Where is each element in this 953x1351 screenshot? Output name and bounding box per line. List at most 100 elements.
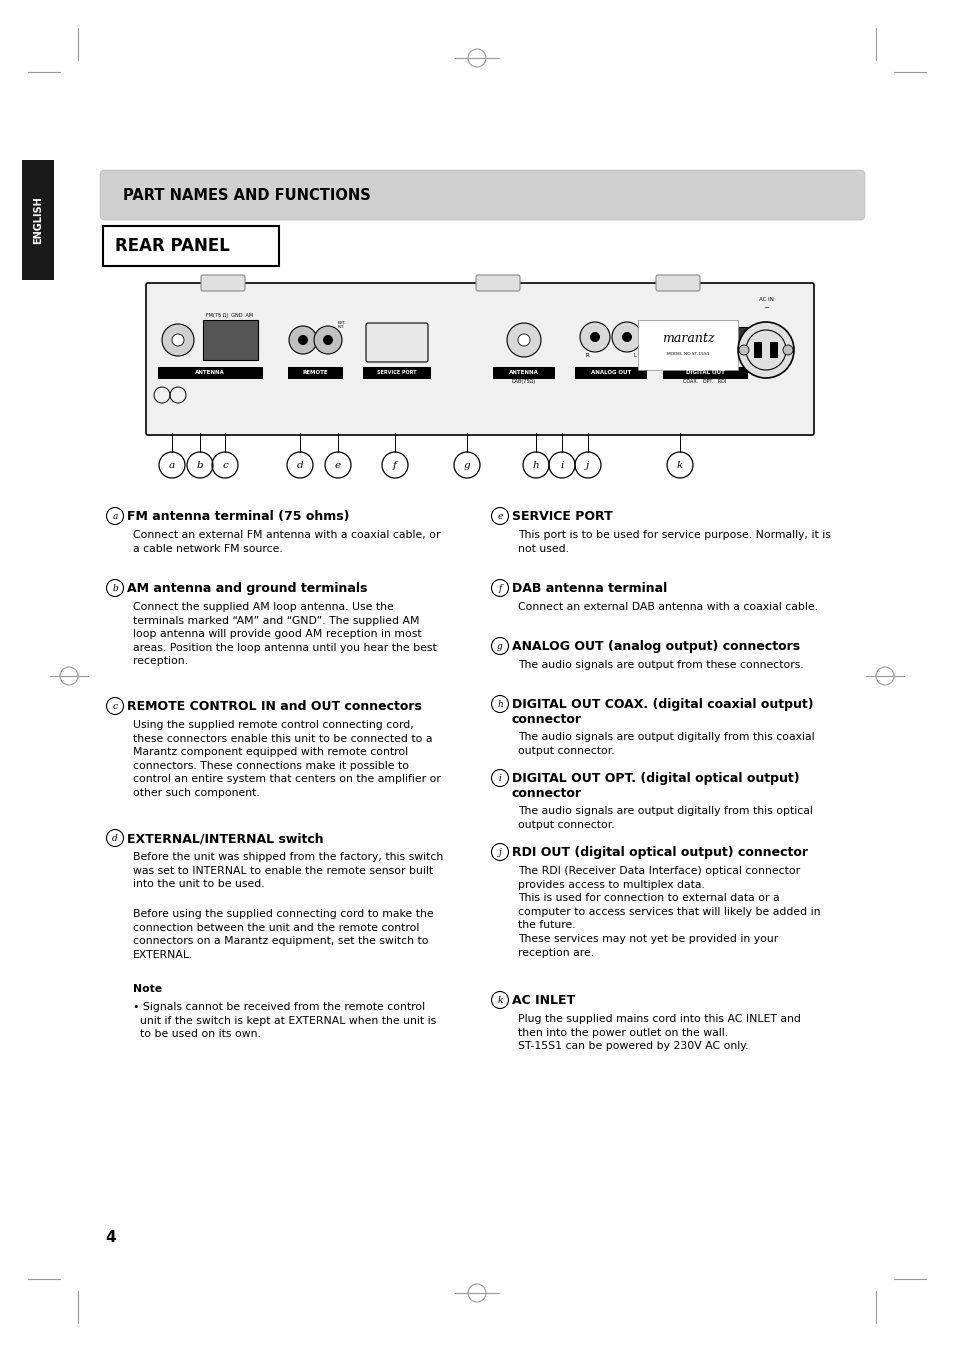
Bar	[769, 342, 778, 358]
Text: c: c	[112, 703, 117, 711]
Text: f: f	[393, 462, 396, 470]
Circle shape	[314, 326, 341, 354]
Text: AC IN: AC IN	[758, 297, 773, 303]
Circle shape	[589, 332, 599, 342]
Text: g: g	[497, 642, 502, 651]
Text: h: h	[532, 462, 538, 470]
Text: The audio signals are output digitally from this coaxial
output connector.: The audio signals are output digitally f…	[517, 732, 814, 755]
FancyBboxPatch shape	[476, 276, 519, 290]
Text: ANALOG OUT: ANALOG OUT	[590, 370, 631, 376]
Text: REAR PANEL: REAR PANEL	[115, 236, 230, 255]
FancyBboxPatch shape	[103, 226, 278, 266]
Text: The audio signals are output digitally from this optical
output connector.: The audio signals are output digitally f…	[517, 807, 812, 830]
Text: PART NAMES AND FUNCTIONS: PART NAMES AND FUNCTIONS	[123, 188, 371, 203]
FancyBboxPatch shape	[146, 282, 813, 435]
Circle shape	[517, 334, 530, 346]
Text: i: i	[498, 774, 501, 784]
Text: REMOTE CONTROL IN and OUT connectors: REMOTE CONTROL IN and OUT connectors	[127, 700, 421, 713]
Circle shape	[782, 345, 792, 355]
Circle shape	[172, 334, 184, 346]
Text: c: c	[222, 462, 228, 470]
Text: Connect an external FM antenna with a coaxial cable, or
a cable network FM sourc: Connect an external FM antenna with a co…	[132, 530, 440, 554]
Text: DIGITAL OUT: DIGITAL OUT	[685, 370, 723, 376]
Text: Note: Note	[132, 984, 162, 994]
Text: marantz: marantz	[661, 331, 714, 345]
Bar	[493, 367, 555, 380]
Bar	[729, 327, 751, 349]
Text: i: i	[559, 462, 563, 470]
Bar	[575, 367, 646, 380]
Circle shape	[162, 324, 193, 357]
Text: COAX.   OPT.   RDI: COAX. OPT. RDI	[682, 380, 726, 384]
FancyBboxPatch shape	[201, 276, 245, 290]
Text: ANALOG OUT (analog output) connectors: ANALOG OUT (analog output) connectors	[512, 640, 800, 653]
Circle shape	[665, 326, 693, 354]
Text: DAB(75Ω): DAB(75Ω)	[512, 380, 536, 384]
Text: R: R	[584, 353, 588, 358]
Text: e: e	[335, 462, 341, 470]
Text: g: g	[463, 462, 470, 470]
Text: MODEL NO.ST-15S1: MODEL NO.ST-15S1	[666, 353, 708, 357]
Circle shape	[612, 322, 641, 353]
Bar	[288, 367, 343, 380]
Bar	[22, 159, 54, 280]
Text: 4: 4	[105, 1229, 115, 1246]
Circle shape	[579, 322, 609, 353]
Text: a: a	[169, 462, 175, 470]
Circle shape	[675, 335, 684, 345]
Circle shape	[323, 335, 333, 345]
Text: The RDI (Receiver Data Interface) optical connector
provides access to multiplex: The RDI (Receiver Data Interface) optica…	[517, 866, 820, 958]
Text: DIGITAL OUT OPT. (digital optical output)
connector: DIGITAL OUT OPT. (digital optical output…	[512, 771, 799, 800]
Text: ENGLISH: ENGLISH	[33, 196, 43, 245]
Text: FM(75 Ω)  GND  AM: FM(75 Ω) GND AM	[206, 313, 253, 317]
Text: b: b	[196, 462, 203, 470]
Text: h: h	[497, 700, 502, 709]
Text: EXTERNAL/INTERNAL switch: EXTERNAL/INTERNAL switch	[127, 832, 323, 844]
Text: SERVICE PORT: SERVICE PORT	[376, 370, 416, 376]
Bar	[158, 367, 263, 380]
Text: k: k	[497, 996, 502, 1005]
Circle shape	[621, 332, 631, 342]
Text: DAB antenna terminal: DAB antenna terminal	[512, 582, 666, 594]
Text: REMOTE: REMOTE	[302, 370, 328, 376]
Text: f: f	[497, 584, 501, 593]
Text: • Signals cannot be received from the remote control
  unit if the switch is kep: • Signals cannot be received from the re…	[132, 1002, 436, 1039]
FancyBboxPatch shape	[100, 170, 864, 220]
Text: d: d	[296, 462, 303, 470]
Circle shape	[289, 326, 316, 354]
Text: Plug the supplied mains cord into this AC INLET and
then into the power outlet o: Plug the supplied mains cord into this A…	[517, 1015, 800, 1051]
Text: AM antenna and ground terminals: AM antenna and ground terminals	[127, 582, 367, 594]
Bar	[363, 367, 431, 380]
Text: DIGITAL OUT COAX. (digital coaxial output)
connector: DIGITAL OUT COAX. (digital coaxial outpu…	[512, 698, 813, 725]
Text: k: k	[677, 462, 682, 470]
Text: a: a	[112, 512, 117, 521]
Text: b: b	[112, 584, 118, 593]
FancyBboxPatch shape	[656, 276, 700, 290]
Text: L: L	[633, 353, 636, 358]
Text: RDI OUT (digital optical output) connector: RDI OUT (digital optical output) connect…	[512, 846, 807, 859]
Text: Before the unit was shipped from the factory, this switch
was set to INTERNAL to: Before the unit was shipped from the fac…	[132, 852, 443, 889]
Text: Connect the supplied AM loop antenna. Use the
terminals marked “AM” and “GND”. T: Connect the supplied AM loop antenna. Us…	[132, 603, 436, 666]
Text: e: e	[497, 512, 502, 521]
Circle shape	[506, 323, 540, 357]
Text: FM antenna terminal (75 ohms): FM antenna terminal (75 ohms)	[127, 509, 349, 523]
FancyBboxPatch shape	[366, 323, 428, 362]
Text: Using the supplied remote control connecting cord,
these connectors enable this : Using the supplied remote control connec…	[132, 720, 440, 798]
Bar	[662, 367, 747, 380]
Circle shape	[297, 335, 308, 345]
Text: ANTENNA: ANTENNA	[194, 370, 225, 376]
Circle shape	[738, 322, 793, 378]
Bar	[753, 342, 761, 358]
Text: SERVICE PORT: SERVICE PORT	[512, 509, 612, 523]
Text: AC INLET: AC INLET	[512, 994, 575, 1006]
Text: ANTENNA: ANTENNA	[509, 370, 538, 376]
Text: Before using the supplied connecting cord to make the
connection between the uni: Before using the supplied connecting cor…	[132, 909, 434, 959]
Bar	[638, 320, 738, 370]
Text: This port is to be used for service purpose. Normally, it is
not used.: This port is to be used for service purp…	[517, 530, 830, 554]
Text: The audio signals are output from these connectors.: The audio signals are output from these …	[517, 661, 803, 670]
Text: d: d	[112, 834, 118, 843]
Text: j: j	[586, 462, 589, 470]
Text: j: j	[498, 848, 501, 857]
Circle shape	[739, 345, 748, 355]
Text: EXT.
INT.: EXT. INT.	[337, 320, 346, 330]
